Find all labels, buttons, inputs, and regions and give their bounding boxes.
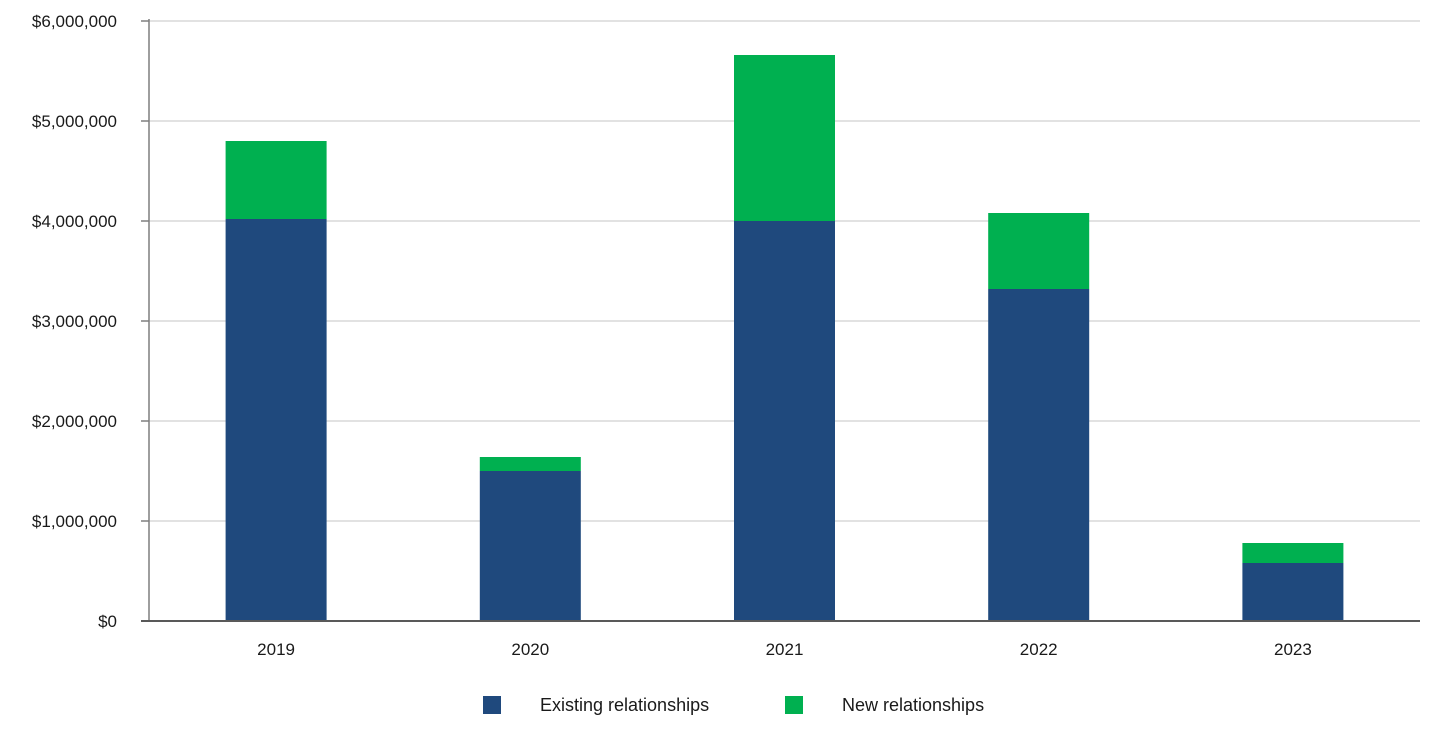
legend-swatch-new (785, 696, 803, 714)
legend-label-existing: Existing relationships (540, 694, 710, 715)
legend-item-new: New relationships (785, 690, 984, 720)
x-tick-label: 2019 (257, 640, 295, 659)
bar-new-2023 (1242, 543, 1344, 563)
y-tick-label: $0 (98, 612, 117, 631)
y-tick-label: $3,000,000 (32, 312, 117, 331)
legend-label-new: New relationships (842, 694, 985, 715)
bar-new-2020 (479, 457, 581, 471)
bar-existing-2022 (988, 289, 1090, 621)
y-tick-label: $5,000,000 (32, 112, 117, 131)
bar-existing-2023 (1242, 563, 1344, 621)
bar-new-2021 (734, 55, 835, 221)
y-tick-label: $2,000,000 (32, 412, 117, 431)
legend: Existing relationships New relationships (0, 690, 1440, 720)
bar-new-2019 (225, 141, 327, 219)
x-tick-label: 2020 (511, 640, 549, 659)
x-tick-label: 2021 (766, 640, 804, 659)
legend-item-existing: Existing relationships (483, 690, 709, 720)
bar-existing-2020 (479, 471, 581, 621)
x-tick-label: 2022 (1020, 640, 1058, 659)
bar-existing-2019 (225, 219, 327, 621)
legend-swatch-existing (483, 696, 501, 714)
bar-existing-2021 (734, 221, 835, 621)
y-tick-label: $6,000,000 (32, 12, 117, 31)
y-tick-label: $4,000,000 (32, 212, 117, 231)
bar-new-2022 (988, 213, 1090, 289)
y-tick-label: $1,000,000 (32, 512, 117, 531)
x-tick-label: 2023 (1274, 640, 1312, 659)
